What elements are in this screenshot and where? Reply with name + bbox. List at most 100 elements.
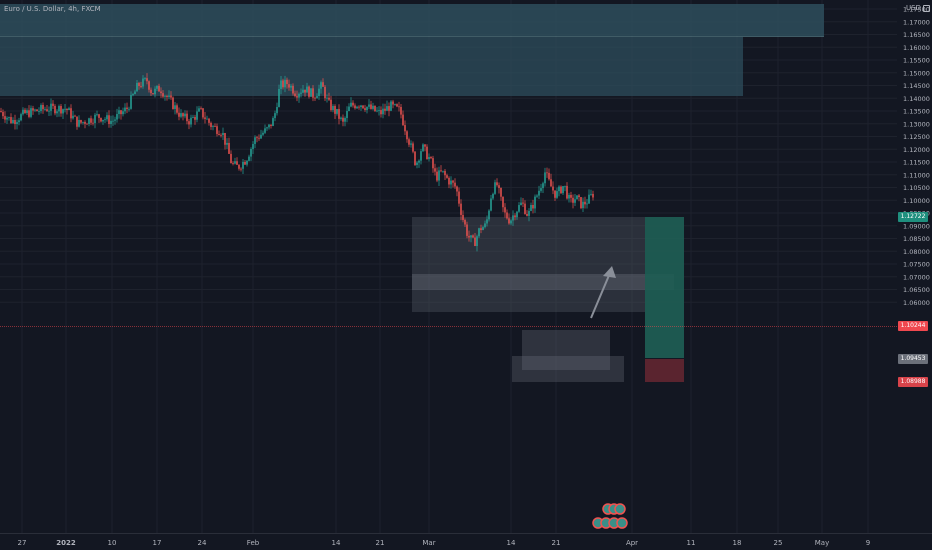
range-box-large (412, 217, 645, 312)
currency-selector[interactable]: USD (906, 4, 930, 12)
candle-body (2, 111, 4, 117)
candle-body (320, 82, 322, 89)
candle-body (276, 107, 278, 114)
candle-body (294, 93, 296, 97)
candle-body (456, 186, 458, 192)
candle-body (74, 115, 76, 117)
candle-body (284, 79, 286, 88)
candle-body (336, 108, 338, 114)
candle-body (134, 91, 136, 95)
candle-body (508, 218, 510, 224)
candle-body (546, 172, 548, 174)
candle-body (78, 119, 80, 127)
candle-body (92, 122, 94, 124)
candle-body (340, 117, 342, 119)
candle-body (160, 91, 162, 94)
candle-body (372, 105, 374, 109)
candle-body (306, 86, 308, 93)
candle-body (250, 149, 252, 157)
candle-body (58, 106, 60, 112)
candle-body (300, 92, 302, 94)
candle-body (6, 117, 8, 120)
time-axis-labels: 27 2022 10 17 24 Feb 14 21 Mar 14 21 Apr 11 18 25 May 9 (18, 539, 871, 547)
candle-body (574, 199, 576, 203)
entry-price-tag: 1.09453 (898, 354, 928, 364)
candle-body (446, 175, 448, 178)
candle-body (252, 143, 254, 150)
candle-body (474, 237, 476, 246)
candle-body (262, 132, 264, 135)
candle-body (144, 78, 146, 79)
time-tick-label: 10 (108, 539, 117, 547)
candle-body (84, 121, 86, 124)
candle-body (148, 81, 150, 90)
candle-body (44, 109, 46, 110)
candle-body (230, 153, 232, 164)
time-tick-label: 25 (774, 539, 783, 547)
price-tick-label: 1.08500 (903, 235, 930, 243)
candle-body (590, 193, 592, 195)
candle-body (486, 219, 488, 224)
candle-body (384, 108, 386, 111)
candle-body (448, 177, 450, 185)
candle-body (40, 105, 42, 112)
candle-body (76, 116, 78, 127)
price-tick-label: 1.15500 (903, 57, 930, 65)
candle-body (174, 105, 176, 109)
candle-body (278, 88, 280, 108)
candle-body (492, 193, 494, 199)
candle-body (570, 194, 572, 198)
candle-body (60, 106, 62, 114)
candle-body (270, 124, 272, 126)
price-tick-label: 1.10500 (903, 184, 930, 192)
candle-body (48, 110, 50, 112)
candle-body (452, 180, 454, 183)
candle-body (158, 85, 160, 92)
candle-body (180, 113, 182, 117)
candle-body (256, 137, 258, 139)
candle-body (558, 186, 560, 192)
candle-body (16, 122, 18, 125)
price-tick-label: 1.13500 (903, 108, 930, 116)
candle-body (286, 79, 288, 85)
candle-body (528, 210, 530, 216)
candle-body (504, 207, 506, 213)
candle-body (206, 118, 208, 120)
candle-body (312, 88, 314, 98)
projection-arrow (590, 266, 616, 319)
candle-body (496, 182, 498, 186)
candle-body (562, 186, 564, 194)
candle-body (272, 118, 274, 126)
time-tick-label: 24 (198, 539, 207, 547)
time-tick-label: 27 (18, 539, 27, 547)
candle-body (182, 113, 184, 117)
candle-body (500, 187, 502, 197)
candle-body (14, 119, 16, 125)
candle-body (324, 86, 326, 99)
candle-body (440, 170, 442, 172)
candle-body (530, 204, 532, 211)
target-price-tag: 1.12722 (898, 212, 928, 222)
candle-body (50, 103, 52, 111)
candle-body (540, 188, 542, 191)
time-tick-label: May (815, 539, 829, 547)
range-box-small (522, 330, 610, 370)
candle-body (314, 97, 316, 99)
candle-body (536, 195, 538, 197)
candle-body (350, 102, 352, 107)
candle-body (240, 168, 242, 170)
candle-body (218, 133, 220, 135)
candle-body (514, 215, 516, 218)
candle-body (582, 201, 584, 209)
candle-body (444, 170, 446, 176)
candle-body (380, 110, 382, 115)
candle-body (534, 196, 536, 209)
candle-body (132, 94, 134, 96)
candle-body (12, 119, 14, 124)
price-tick-label: 1.15000 (903, 69, 930, 77)
candle-body (264, 128, 266, 133)
candle-body (296, 96, 298, 98)
candle-body (86, 123, 88, 125)
time-tick-label: Mar (422, 539, 435, 547)
